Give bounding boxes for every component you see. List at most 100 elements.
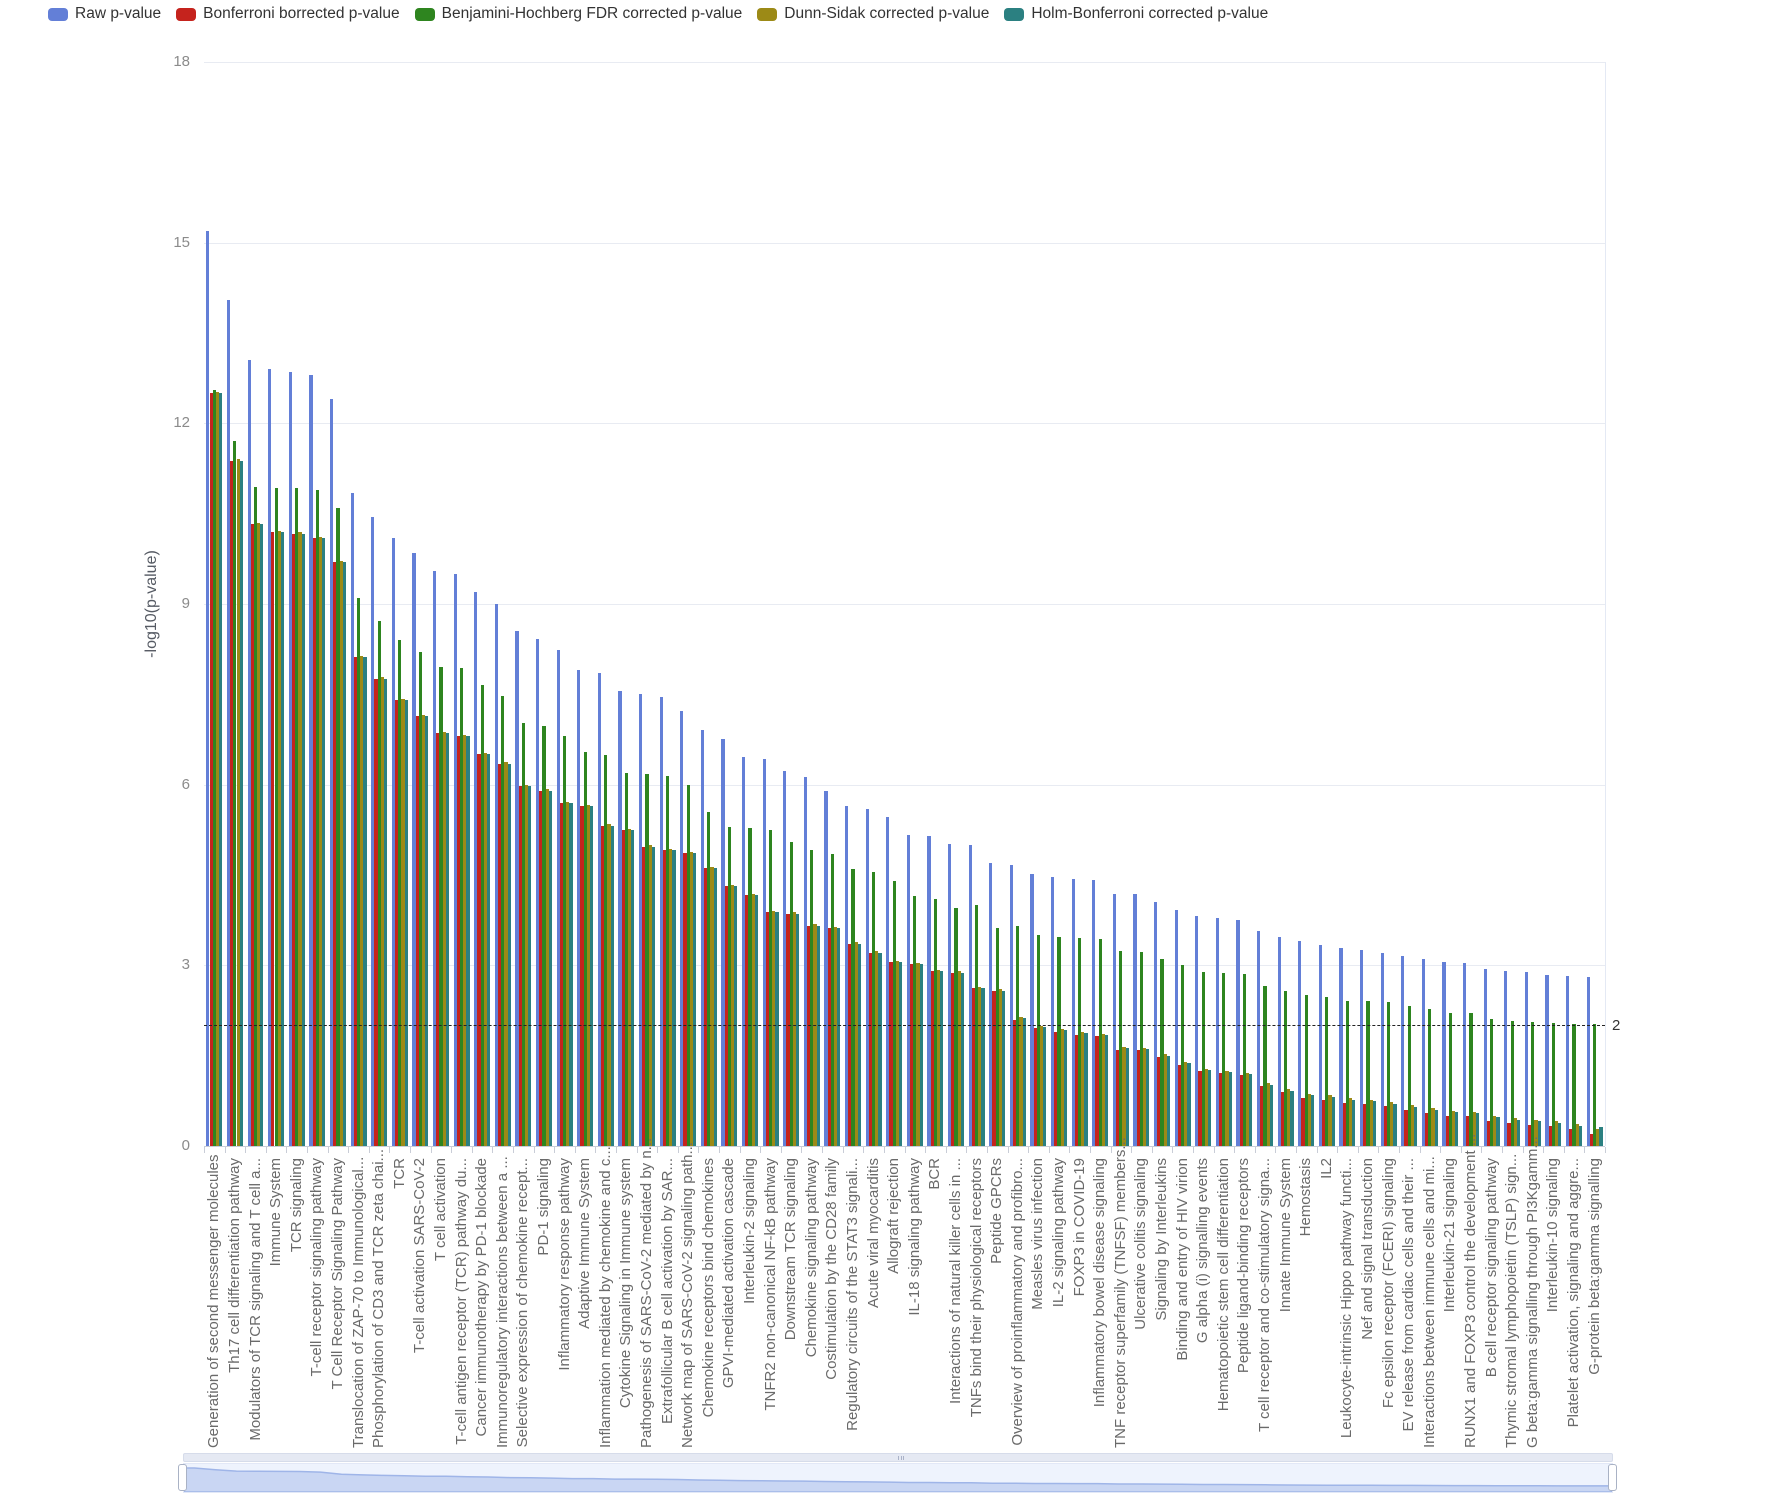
bar-bh-fdr[interactable] <box>707 812 711 1146</box>
bar-bh-fdr[interactable] <box>1407 1006 1411 1146</box>
bar-dunn-sidak[interactable] <box>648 845 652 1146</box>
bar-bonferroni[interactable] <box>1033 1028 1037 1146</box>
bar-holm-bonferroni[interactable] <box>1290 1091 1294 1146</box>
bar-dunn-sidak[interactable] <box>1060 1029 1064 1146</box>
bar-dunn-sidak[interactable] <box>1246 1073 1250 1146</box>
bar-dunn-sidak[interactable] <box>318 537 323 1146</box>
bar-holm-bonferroni[interactable] <box>672 850 676 1146</box>
bar-bh-fdr[interactable] <box>851 869 855 1146</box>
bar-dunn-sidak[interactable] <box>1122 1047 1126 1146</box>
bar-bh-fdr[interactable] <box>1016 926 1020 1146</box>
bar-bh-fdr[interactable] <box>1139 952 1144 1146</box>
bar-raw[interactable] <box>1524 972 1529 1146</box>
bar-raw[interactable] <box>597 673 601 1146</box>
bar-dunn-sidak[interactable] <box>669 849 673 1146</box>
bar-raw[interactable] <box>1277 937 1281 1146</box>
bar-bh-fdr[interactable] <box>871 872 876 1146</box>
bar-bonferroni[interactable] <box>374 679 378 1146</box>
bar-raw[interactable] <box>803 777 807 1146</box>
bar-bonferroni[interactable] <box>806 926 811 1146</box>
bar-raw[interactable] <box>1236 920 1240 1146</box>
bar-dunn-sidak[interactable] <box>1287 1089 1291 1146</box>
bar-raw[interactable] <box>577 670 581 1146</box>
bar-holm-bonferroni[interactable] <box>280 532 285 1146</box>
bar-holm-bonferroni[interactable] <box>1084 1033 1088 1146</box>
bar-bh-fdr[interactable] <box>562 736 567 1146</box>
bar-raw[interactable] <box>1586 977 1590 1146</box>
bar-holm-bonferroni[interactable] <box>548 791 552 1146</box>
bar-dunn-sidak[interactable] <box>257 523 261 1146</box>
bar-bh-fdr[interactable] <box>645 774 649 1146</box>
bar-bonferroni[interactable] <box>394 700 399 1146</box>
bar-raw[interactable] <box>783 771 787 1146</box>
bar-bh-fdr[interactable] <box>418 652 422 1146</box>
bar-holm-bonferroni[interactable] <box>1022 1018 1026 1146</box>
bar-holm-bonferroni[interactable] <box>425 716 429 1146</box>
bar-raw[interactable] <box>1257 931 1261 1146</box>
bar-dunn-sidak[interactable] <box>1349 1098 1353 1146</box>
bar-bonferroni[interactable] <box>1054 1032 1058 1146</box>
bar-raw[interactable] <box>865 809 869 1146</box>
bar-holm-bonferroni[interactable] <box>1043 1027 1047 1146</box>
bar-dunn-sidak[interactable] <box>1472 1112 1476 1146</box>
bar-holm-bonferroni[interactable] <box>1269 1085 1274 1146</box>
bar-bonferroni[interactable] <box>1322 1100 1326 1146</box>
bar-bh-fdr[interactable] <box>1490 1019 1494 1146</box>
bar-dunn-sidak[interactable] <box>1081 1032 1085 1146</box>
bar-raw[interactable] <box>535 639 540 1146</box>
bar-raw[interactable] <box>1318 945 1323 1146</box>
bar-holm-bonferroni[interactable] <box>1393 1104 1397 1146</box>
bar-holm-bonferroni[interactable] <box>940 971 944 1146</box>
bar-bh-fdr[interactable] <box>377 621 381 1146</box>
bar-bonferroni[interactable] <box>1404 1110 1408 1146</box>
bar-holm-bonferroni[interactable] <box>445 733 449 1146</box>
bar-raw[interactable] <box>1071 879 1075 1146</box>
bar-bh-fdr[interactable] <box>480 685 484 1146</box>
bar-raw[interactable] <box>206 231 210 1146</box>
bar-bh-fdr[interactable] <box>1078 938 1082 1146</box>
bar-dunn-sidak[interactable] <box>813 924 817 1146</box>
bar-raw[interactable] <box>948 844 952 1146</box>
bar-raw[interactable] <box>1112 894 1117 1146</box>
bar-raw[interactable] <box>1442 962 1446 1146</box>
bar-dunn-sidak[interactable] <box>1513 1118 1518 1146</box>
bar-raw[interactable] <box>1545 975 1549 1146</box>
bar-bonferroni[interactable] <box>971 988 975 1146</box>
bar-bh-fdr[interactable] <box>439 667 443 1146</box>
bar-bh-fdr[interactable] <box>1119 951 1123 1146</box>
bar-bonferroni[interactable] <box>662 850 666 1146</box>
bar-holm-bonferroni[interactable] <box>239 461 243 1146</box>
bar-bonferroni[interactable] <box>1136 1050 1140 1146</box>
bar-raw[interactable] <box>474 592 478 1146</box>
bar-bonferroni[interactable] <box>477 754 481 1146</box>
bar-holm-bonferroni[interactable] <box>383 679 388 1146</box>
bar-bonferroni[interactable] <box>271 532 275 1146</box>
bar-bh-fdr[interactable] <box>1448 1013 1453 1146</box>
bar-bonferroni[interactable] <box>559 803 563 1146</box>
bar-bonferroni[interactable] <box>889 962 893 1146</box>
bar-dunn-sidak[interactable] <box>978 987 982 1146</box>
bar-bonferroni[interactable] <box>1177 1065 1182 1146</box>
bar-raw[interactable] <box>556 650 560 1146</box>
bar-dunn-sidak[interactable] <box>236 459 240 1146</box>
bar-holm-bonferroni[interactable] <box>1352 1100 1356 1146</box>
bar-bonferroni[interactable] <box>250 524 254 1146</box>
bar-bonferroni[interactable] <box>1528 1125 1532 1146</box>
bar-raw[interactable] <box>968 845 972 1146</box>
bar-raw[interactable] <box>1195 916 1199 1146</box>
bar-bh-fdr[interactable] <box>913 896 917 1146</box>
bar-holm-bonferroni[interactable] <box>301 534 305 1146</box>
bar-bh-fdr[interactable] <box>686 785 690 1146</box>
bar-bh-fdr[interactable] <box>1531 1022 1535 1146</box>
bar-bh-fdr[interactable] <box>542 726 546 1146</box>
bar-holm-bonferroni[interactable] <box>1558 1123 1562 1146</box>
bar-dunn-sidak[interactable] <box>1390 1102 1394 1146</box>
bar-bh-fdr[interactable] <box>830 854 834 1146</box>
bar-bonferroni[interactable] <box>745 895 749 1146</box>
bar-raw[interactable] <box>1133 894 1137 1146</box>
bar-holm-bonferroni[interactable] <box>466 736 470 1146</box>
bar-dunn-sidak[interactable] <box>1204 1069 1209 1146</box>
bar-bonferroni[interactable] <box>230 461 234 1146</box>
bar-bh-fdr[interactable] <box>356 598 361 1146</box>
bar-holm-bonferroni[interactable] <box>1599 1127 1603 1146</box>
